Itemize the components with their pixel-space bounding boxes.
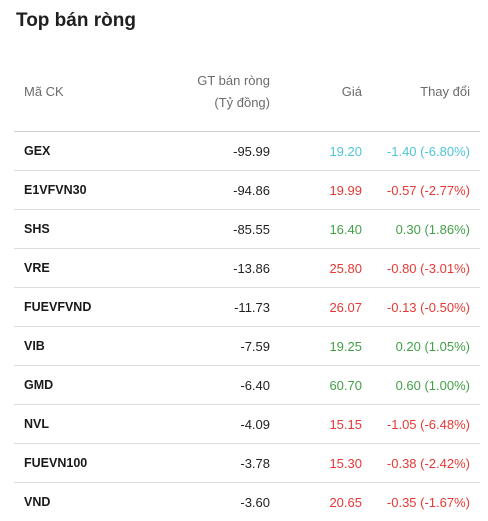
price-cell: 25.80: [280, 249, 372, 288]
net-value-cell: -13.86: [144, 249, 280, 288]
column-header-symbol[interactable]: Mã CK: [14, 52, 144, 132]
price-cell: 16.40: [280, 210, 372, 249]
change-cell: -1.40 (-6.80%): [372, 132, 480, 171]
net-sell-table: Mã CK GT bán ròng (Tỷ đồng) Giá Thay đổi…: [14, 52, 480, 521]
change-cell: 0.30 (1.86%): [372, 210, 480, 249]
symbol-cell[interactable]: NVL: [14, 405, 144, 444]
net-value-cell: -95.99: [144, 132, 280, 171]
price-cell: 19.99: [280, 171, 372, 210]
net-value-cell: -3.60: [144, 483, 280, 521]
change-cell: -0.35 (-1.67%): [372, 483, 480, 521]
column-header-net-value[interactable]: GT bán ròng (Tỷ đồng): [144, 52, 280, 132]
column-header-change[interactable]: Thay đổi: [372, 52, 480, 132]
table-header-row: Mã CK GT bán ròng (Tỷ đồng) Giá Thay đổi: [14, 52, 480, 132]
symbol-cell[interactable]: E1VFVN30: [14, 171, 144, 210]
net-value-cell: -94.86: [144, 171, 280, 210]
widget-title: Top bán ròng: [16, 10, 136, 32]
top-net-sell-widget: Top bán ròng Mã CK GT bán ròng (Tỷ đồng)…: [0, 0, 488, 503]
net-value-cell: -85.55: [144, 210, 280, 249]
symbol-cell[interactable]: GMD: [14, 366, 144, 405]
change-cell: -0.57 (-2.77%): [372, 171, 480, 210]
symbol-cell[interactable]: VND: [14, 483, 144, 521]
change-cell: 0.20 (1.05%): [372, 327, 480, 366]
net-value-cell: -6.40: [144, 366, 280, 405]
net-value-header-line2: (Tỷ đồng): [154, 92, 270, 114]
net-value-cell: -3.78: [144, 444, 280, 483]
symbol-cell[interactable]: VRE: [14, 249, 144, 288]
price-cell: 15.15: [280, 405, 372, 444]
net-value-cell: -7.59: [144, 327, 280, 366]
change-cell: -0.38 (-2.42%): [372, 444, 480, 483]
net-value-cell: -4.09: [144, 405, 280, 444]
column-header-price[interactable]: Giá: [280, 52, 372, 132]
symbol-cell[interactable]: FUEVFVND: [14, 288, 144, 327]
price-cell: 19.25: [280, 327, 372, 366]
price-cell: 26.07: [280, 288, 372, 327]
net-value-cell: -11.73: [144, 288, 280, 327]
symbol-cell[interactable]: VIB: [14, 327, 144, 366]
change-cell: -0.13 (-0.50%): [372, 288, 480, 327]
change-cell: -1.05 (-6.48%): [372, 405, 480, 444]
symbol-cell[interactable]: FUEVN100: [14, 444, 144, 483]
price-cell: 60.70: [280, 366, 372, 405]
symbol-cell[interactable]: SHS: [14, 210, 144, 249]
symbol-cell[interactable]: GEX: [14, 132, 144, 171]
change-cell: 0.60 (1.00%): [372, 366, 480, 405]
change-cell: -0.80 (-3.01%): [372, 249, 480, 288]
price-cell: 15.30: [280, 444, 372, 483]
net-value-header-line1: GT bán ròng: [154, 70, 270, 92]
price-cell: 20.65: [280, 483, 372, 521]
price-cell: 19.20: [280, 132, 372, 171]
